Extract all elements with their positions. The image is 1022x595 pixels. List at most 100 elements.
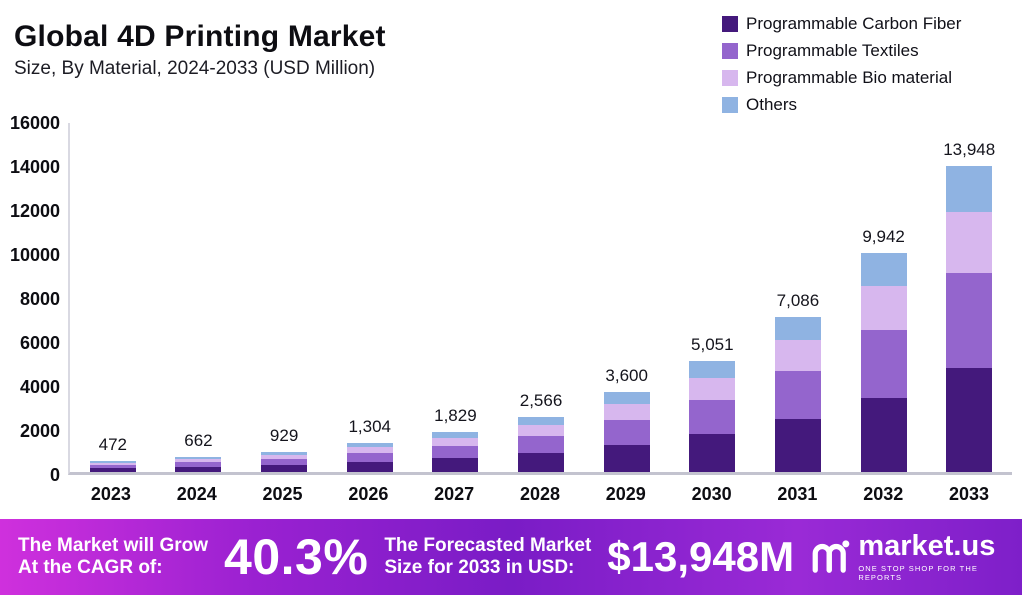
forecast-value: $13,948M — [607, 533, 795, 580]
bar-segment — [774, 340, 821, 371]
bar-segment — [946, 273, 993, 368]
bar-segment — [175, 457, 222, 459]
bar-segment — [175, 467, 222, 472]
y-tick-label: 4000 — [19, 377, 60, 397]
stacked-bar — [261, 452, 308, 472]
legend-item-0: Programmable Carbon Fiber — [722, 14, 1004, 34]
bar-segment — [518, 417, 565, 425]
bar-segment — [860, 253, 907, 286]
legend-swatch — [722, 97, 738, 113]
legend-item-2: Programmable Bio material — [722, 68, 1004, 88]
bar-segment — [432, 458, 479, 472]
bar-column-2030: 5,051 — [669, 123, 755, 472]
legend-swatch — [722, 70, 738, 86]
bar-segment — [261, 459, 308, 465]
x-tick-label: 2031 — [777, 484, 818, 504]
legend-item-1: Programmable Textiles — [722, 41, 1004, 61]
legend-label: Programmable Textiles — [746, 41, 919, 60]
bar-segment — [346, 443, 393, 447]
legend-swatch — [722, 16, 738, 32]
bar-column-2028: 2,566 — [498, 123, 584, 472]
x-tick-label: 2029 — [605, 484, 646, 504]
bar-segment — [346, 462, 393, 472]
x-tick-label: 2025 — [262, 484, 303, 504]
bar-segment — [603, 404, 650, 420]
y-tick-label: 12000 — [9, 201, 60, 221]
bar-segment — [774, 419, 821, 472]
bar-column-2024: 662 — [156, 123, 242, 472]
market-us-logo-icon — [812, 540, 850, 573]
cagr-caption: The Market will Grow At the CAGR of: — [18, 535, 208, 580]
cagr-caption-line1: The Market will Grow — [18, 534, 209, 556]
chart-header: Global 4D Printing Market Size, By Mater… — [0, 0, 1022, 115]
y-tick-label: 0 — [49, 465, 60, 485]
bar-segment — [346, 453, 393, 462]
bar-segment — [946, 166, 993, 212]
bar-segment — [774, 317, 821, 340]
y-tick-label: 8000 — [19, 289, 60, 309]
total-value-label: 3,600 — [605, 366, 648, 385]
bar-column-2026: 1,304 — [327, 123, 413, 472]
bar-column-2023: 472 — [70, 123, 156, 472]
y-tick-label: 16000 — [9, 113, 60, 133]
x-tick-label: 2027 — [434, 484, 475, 504]
stacked-bar — [860, 253, 907, 472]
bar-segment — [346, 447, 393, 453]
bar-segment — [603, 445, 650, 472]
brand-name: market.us — [858, 530, 996, 562]
bar-segment — [432, 432, 479, 438]
legend-item-3: Others — [722, 95, 1004, 115]
total-value-label: 5,051 — [691, 335, 734, 354]
bar-column-2032: 9,942 — [841, 123, 927, 472]
legend-label: Others — [746, 95, 798, 114]
page-subtitle: Size, By Material, 2024-2033 (USD Millio… — [14, 58, 376, 79]
total-value-label: 662 — [184, 431, 213, 450]
bar-segment — [689, 378, 736, 400]
y-tick-label: 2000 — [19, 421, 60, 441]
total-value-label: 13,948 — [943, 140, 996, 159]
cagr-value: 40.3% — [224, 529, 369, 585]
forecast-caption-line2: Size for 2033 in USD: — [384, 557, 575, 578]
footer-banner: The Market will Grow At the CAGR of: 40.… — [0, 519, 1022, 595]
y-axis: 16000 14000 12000 10000 8000 6000 4000 2000 0 — [4, 113, 68, 485]
bar-segment — [261, 455, 308, 459]
brand-block: market.us ONE STOP SHOP FOR THE REPORTS — [810, 532, 1004, 582]
cagr-caption-line2: At the CAGR of: — [18, 557, 163, 578]
forecast-caption-line1: The Forecasted Market — [384, 534, 592, 556]
total-value-label: 929 — [269, 426, 299, 445]
stacked-bar — [774, 317, 821, 472]
page-title: Global 4D Printing Market — [14, 20, 386, 53]
bar-segment — [603, 392, 650, 404]
bar-segment — [175, 459, 222, 462]
bar-segment — [518, 436, 565, 453]
bar-column-2025: 929 — [241, 123, 327, 472]
legend-label: Programmable Bio material — [746, 68, 952, 87]
bar-segment — [261, 465, 308, 472]
total-value-label: 1,829 — [434, 406, 477, 425]
bar-segment — [860, 398, 907, 472]
bar-segment — [689, 434, 736, 472]
bar-segment — [89, 461, 136, 463]
total-value-label: 9,942 — [862, 227, 905, 246]
stacked-bar — [518, 417, 565, 472]
bar-segment — [946, 212, 993, 273]
bar-segment — [518, 425, 565, 436]
stacked-bar — [603, 392, 650, 472]
bar-column-2027: 1,829 — [413, 123, 499, 472]
bar-segment — [261, 452, 308, 455]
x-tick-label: 2028 — [519, 484, 560, 504]
x-tick-label: 2026 — [348, 484, 389, 504]
bar-segment — [774, 371, 821, 419]
bar-segment — [518, 453, 565, 472]
legend-swatch — [722, 43, 738, 59]
bar-segment — [432, 438, 479, 446]
chart-legend: Programmable Carbon Fiber Programmable Te… — [722, 12, 1012, 115]
total-value-label: 7,086 — [776, 291, 820, 310]
forecast-caption: The Forecasted Market Size for 2033 in U… — [384, 535, 591, 580]
total-value-label: 472 — [98, 435, 127, 454]
x-axis: 2023 2024 2025 2026 2027 2028 2029 2030 2031 2032… — [68, 475, 1012, 505]
y-tick-label: 10000 — [9, 245, 60, 265]
x-tick-label: 2024 — [176, 484, 217, 504]
bar-column-2029: 3,600 — [584, 123, 670, 472]
